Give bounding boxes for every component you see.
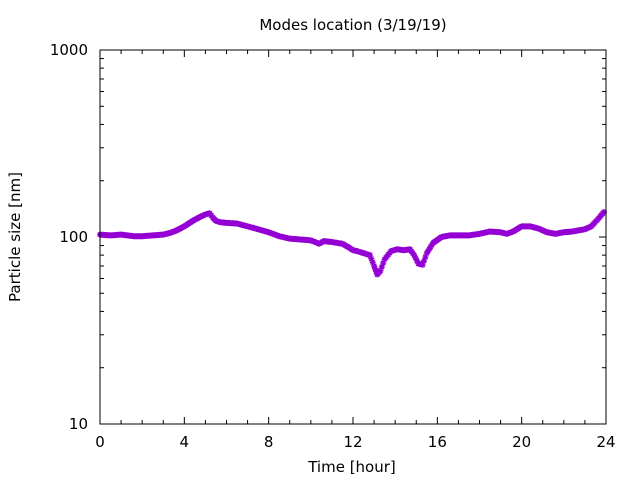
- data-point: [419, 261, 426, 268]
- data-point: [378, 263, 385, 270]
- y-axis-label: Particle size [nm]: [6, 172, 24, 302]
- data-point: [372, 265, 379, 272]
- data-points: [97, 209, 607, 278]
- y-tick-label: 1000: [50, 41, 88, 59]
- data-point: [422, 254, 429, 261]
- y-tick-label: 100: [59, 228, 88, 246]
- axis-ticks: 0 4 8 12 16 20 24 10 100 1000: [50, 41, 616, 451]
- data-point: [369, 259, 376, 266]
- data-point: [371, 262, 378, 269]
- data-point: [366, 252, 373, 259]
- plot-frame: [99, 49, 607, 425]
- y-tick-label: 10: [69, 415, 88, 433]
- data-point: [600, 209, 607, 216]
- x-tick-label: 8: [264, 433, 274, 451]
- x-tick-label: 24: [596, 433, 615, 451]
- data-point: [368, 255, 375, 262]
- x-tick-label: 4: [180, 433, 190, 451]
- x-tick-label: 0: [95, 433, 105, 451]
- data-point: [412, 254, 419, 261]
- x-axis-label: Time [hour]: [307, 458, 396, 476]
- data-point: [413, 257, 420, 264]
- chart-title: Modes location (3/19/19): [259, 16, 446, 34]
- data-point: [411, 252, 418, 259]
- data-point: [377, 267, 384, 274]
- x-tick-label: 20: [512, 433, 531, 451]
- x-tick-label: 12: [343, 433, 362, 451]
- data-point: [380, 260, 387, 267]
- data-point: [420, 257, 427, 264]
- x-tick-label: 16: [428, 433, 447, 451]
